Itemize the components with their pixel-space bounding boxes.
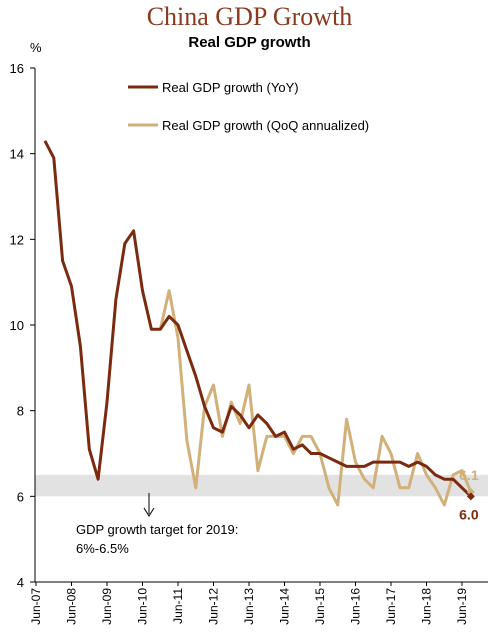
x-tick-label: Jun-18 <box>420 588 434 625</box>
x-tick-label: Jun-08 <box>65 588 79 625</box>
chart-title: China GDP Growth <box>146 2 353 31</box>
chart-subtitle: Real GDP growth <box>188 34 311 51</box>
annotation-line-2: 6%-6.5% <box>76 541 129 556</box>
x-tick-label: Jun-12 <box>207 588 221 625</box>
y-tick-label: 8 <box>17 404 24 419</box>
x-tick-label: Jun-15 <box>313 588 327 625</box>
series-line-yoy <box>43 140 472 498</box>
y-tick-label: 10 <box>10 318 24 333</box>
end-label-yoy: 6.0 <box>459 506 479 522</box>
x-tick-label: Jun-10 <box>136 588 150 625</box>
y-tick-label: 14 <box>10 147 24 162</box>
annotation-line-1: GDP growth target for 2019: <box>76 522 238 537</box>
legend: Real GDP growth (YoY) Real GDP growth (Q… <box>128 80 369 133</box>
y-axis-unit-label: % <box>30 40 42 55</box>
x-tick-label: Jun-13 <box>242 588 256 625</box>
x-tick-label: Jun-19 <box>455 588 469 625</box>
end-label-qoq: 6.1 <box>459 467 479 483</box>
y-tick-label: 16 <box>10 61 24 76</box>
y-tick-label: 12 <box>10 232 24 247</box>
target-band <box>35 474 488 497</box>
y-tick-label: 4 <box>17 575 24 590</box>
series-line-qoq <box>158 289 473 507</box>
x-tick-label: Jun-07 <box>29 588 43 625</box>
x-tick-label: Jun-16 <box>349 588 363 625</box>
target-annotation: GDP growth target for 2019: 6%-6.5% <box>76 493 238 556</box>
legend-label-qoq: Real GDP growth (QoQ annualized) <box>162 118 369 133</box>
end-marker-yoy <box>466 492 475 501</box>
x-tick-label: Jun-11 <box>171 588 185 624</box>
x-tick-label: Jun-17 <box>384 588 398 625</box>
legend-label-yoy: Real GDP growth (YoY) <box>162 80 299 95</box>
x-tick-label: Jun-09 <box>100 588 114 625</box>
annotation-arrow-head <box>143 507 155 517</box>
x-tick-label: Jun-14 <box>278 588 292 625</box>
y-tick-label: 6 <box>17 489 24 504</box>
end-marker-qoq <box>466 488 475 497</box>
